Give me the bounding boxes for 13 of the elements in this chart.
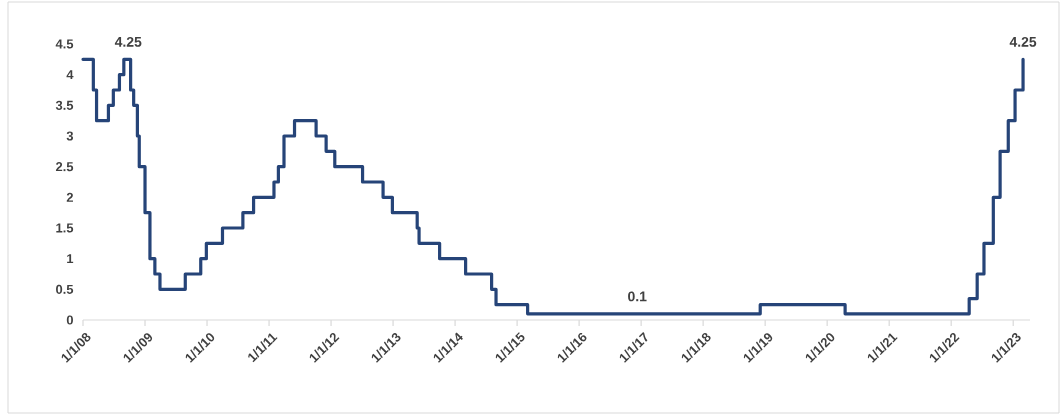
y-tick-label: 0.5: [56, 284, 74, 294]
y-tick-label: 4: [66, 70, 74, 80]
annotation: 4.25: [1009, 36, 1037, 47]
y-tick-label: 4.5: [55, 39, 74, 49]
y-tick-label: 1: [67, 254, 74, 264]
y-tick-label: 2.5: [55, 162, 74, 172]
annotation: 0.1: [628, 291, 647, 302]
annotation: 4.25: [114, 36, 142, 47]
y-tick-label: 3.5: [55, 100, 74, 110]
y-tick-label: 1.5: [56, 223, 74, 233]
y-tick-label: 2: [66, 192, 73, 202]
y-tick-label: 0: [66, 315, 73, 325]
y-tick-label: 3: [66, 131, 74, 141]
